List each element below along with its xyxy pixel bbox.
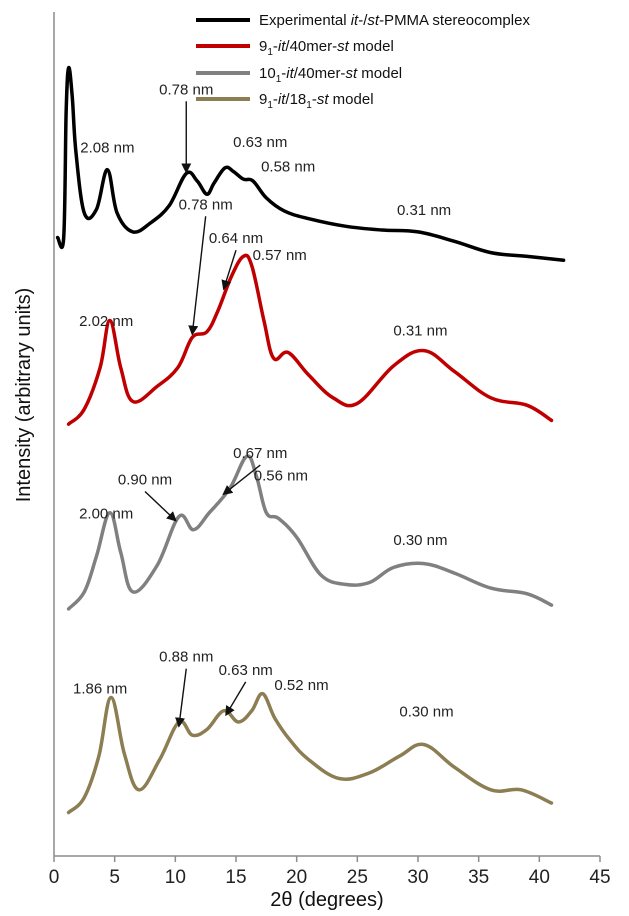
peak-label: 0.58 nm: [261, 159, 315, 176]
legend: Experimental it-/st-PMMA stereocomplex 9…: [196, 12, 530, 111]
peak-arrow: [188, 216, 207, 336]
series-9-it-18-st: [66, 691, 554, 815]
peak-arrow: [222, 464, 261, 496]
peak-label: 0.63 nm: [219, 662, 273, 679]
peak-label: 0.67 nm: [233, 445, 287, 462]
peak-label: 2.00 nm: [79, 505, 133, 522]
x-axis-title: 2θ (degrees): [270, 889, 383, 911]
x-tick-label-10: 10: [165, 867, 186, 888]
annotation-layer: 2.08 nm 0.78 nm 0.63 nm 0.58 nm 0.31 nm 0.78 …: [73, 81, 454, 728]
series-layer: [55, 65, 566, 815]
peak-arrow: [225, 681, 247, 717]
peak-label: 0.31 nm: [397, 202, 451, 219]
x-tick-label-15: 15: [225, 867, 246, 888]
x-tick-label-0: 0: [49, 867, 60, 888]
peak-arrow: [175, 668, 187, 728]
x-axis-tick-labels: 0 5 10 15 20 25 30 35 40 45: [49, 867, 611, 888]
y-axis-title: Intensity (arbitrary units): [13, 288, 35, 503]
peak-label: 1.86 nm: [73, 681, 127, 698]
peak-arrow: [221, 249, 237, 291]
x-tick-label-40: 40: [529, 867, 550, 888]
peak-arrow: [144, 490, 177, 522]
series-9-it-40mer: [66, 253, 554, 426]
x-tick-label-45: 45: [589, 867, 610, 888]
peak-label: 0.31 nm: [393, 323, 447, 340]
peak-label: 2.02 nm: [79, 313, 133, 330]
series-experimental: [55, 65, 566, 262]
peak-label: 2.08 nm: [80, 140, 134, 157]
x-tick-label-30: 30: [407, 867, 428, 888]
x-tick-label-25: 25: [347, 867, 368, 888]
legend-label-9-it-40mer: 91-it/40mer-st model: [259, 38, 394, 58]
x-tick-label-5: 5: [109, 867, 120, 888]
peak-label: 0.52 nm: [274, 677, 328, 694]
peak-label: 0.30 nm: [393, 532, 447, 549]
peak-label: 0.78 nm: [179, 196, 233, 213]
legend-label-9-it-18-st: 91-it/181-st model: [259, 91, 374, 111]
peak-label: 0.78 nm: [159, 81, 213, 98]
peak-label: 0.88 nm: [159, 649, 213, 666]
peak-label: 0.64 nm: [209, 230, 263, 247]
x-tick-label-35: 35: [468, 867, 489, 888]
x-tick-label-20: 20: [286, 867, 307, 888]
peak-label: 0.63 nm: [233, 134, 287, 151]
peak-label: 0.56 nm: [254, 468, 308, 485]
peak-label: 0.30 nm: [399, 703, 453, 720]
peak-label: 0.57 nm: [253, 247, 307, 264]
legend-label-10-it-40mer: 101-it/40mer-st model: [259, 65, 402, 85]
x-axis-ticks: [53, 856, 601, 862]
peak-label: 0.90 nm: [118, 471, 172, 488]
legend-label-experimental: Experimental it-/st-PMMA stereocomplex: [259, 12, 530, 29]
series-10-it-40mer: [66, 454, 554, 611]
